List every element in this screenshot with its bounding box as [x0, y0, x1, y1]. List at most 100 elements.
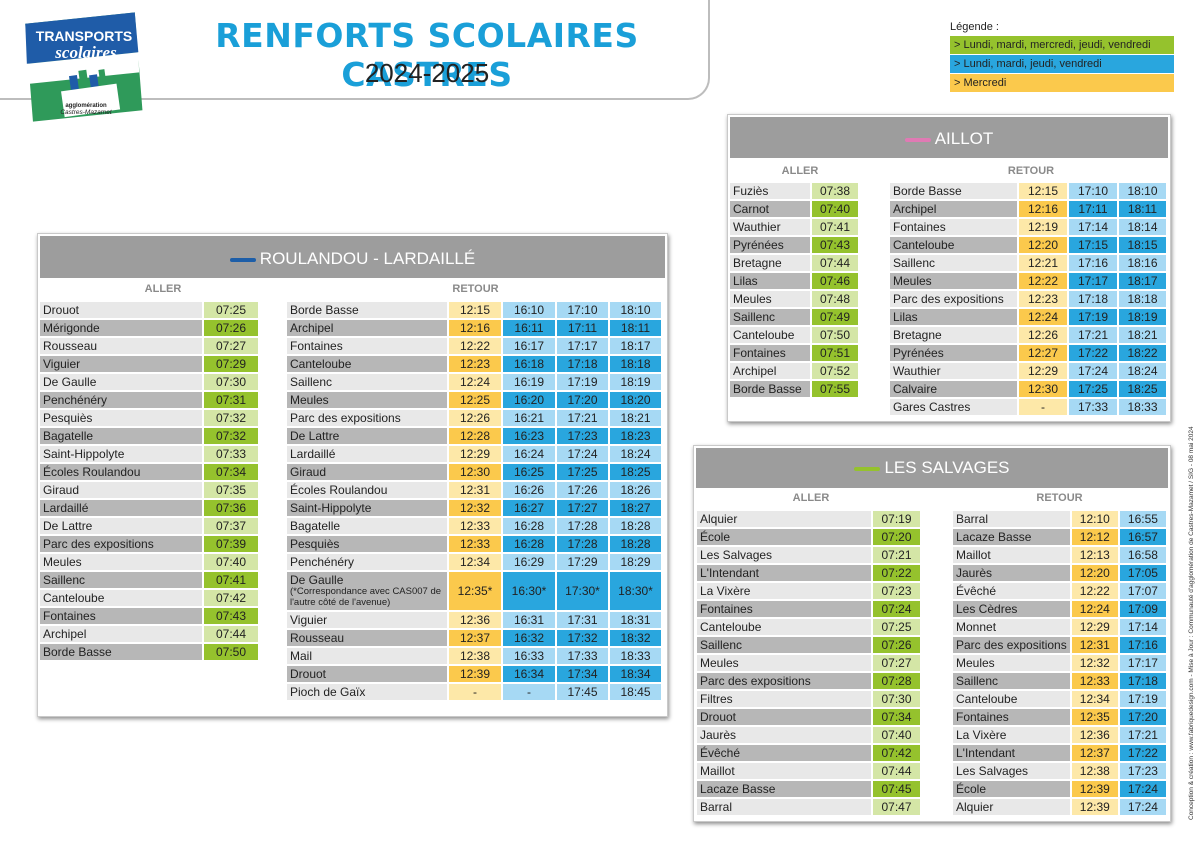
stop-name: Meules: [730, 291, 812, 309]
table-row: Fuziès 07:38: [730, 183, 860, 201]
table-row: Parc des expositions 07:39: [40, 536, 260, 554]
line-color-mark: [904, 137, 931, 142]
time-cell: 17:25: [557, 464, 610, 482]
time-cell: 18:22: [1119, 345, 1168, 363]
table-row: De Gaulle 07:30: [40, 374, 260, 392]
time-cell: -: [503, 684, 557, 702]
time-cell: 12:26: [449, 410, 503, 428]
time-cell: 18:27: [610, 500, 663, 518]
table-row: Viguier 07:29: [40, 356, 260, 374]
table-row: Saint-Hippolyte 12:32 16:27 17:27 18:27: [287, 500, 663, 518]
stop-name: De Gaulle (*Correspondance avec CAS007 de…: [287, 572, 449, 612]
legend-title: Légende :: [950, 21, 999, 33]
table-row: Drouot 12:39 16:34 17:34 18:34: [287, 666, 663, 684]
time-cell: 07:34: [204, 464, 260, 482]
table-row: Canteloube 07:50: [730, 327, 860, 345]
time-cell: 17:11: [1069, 201, 1119, 219]
table-row: Monnet 12:29 17:14: [953, 619, 1168, 637]
time-cell: 07:48: [812, 291, 860, 309]
time-cell: 17:17: [1069, 273, 1119, 291]
stop-name: Écoles Roulandou: [40, 464, 204, 482]
table-row: Maillot 07:44: [697, 763, 922, 781]
time-cell: 18:18: [610, 356, 663, 374]
table-row: De Lattre 12:28 16:23 17:23 18:23: [287, 428, 663, 446]
time-cell: 16:19: [503, 374, 557, 392]
table-row: Fontaines 12:22 16:17 17:17 18:17: [287, 338, 663, 356]
table-row: Parc des expositions 07:28: [697, 673, 922, 691]
salvages-aller-table: Alquier 07:19 École 07:20 Les Salvages 07:21 L…: [697, 511, 922, 817]
stop-name: Archipel: [40, 626, 204, 644]
time-cell: 07:28: [873, 673, 922, 691]
stop-name: Parc des expositions: [953, 637, 1072, 655]
legend-item-all-days: > Lundi, mardi, mercredi, jeudi, vendred…: [950, 36, 1174, 54]
stop-name: Canteloube: [287, 356, 449, 374]
time-cell: 18:34: [610, 666, 663, 684]
time-cell: 07:32: [204, 428, 260, 446]
time-cell: 12:25: [449, 392, 503, 410]
table-row: Lacaze Basse 07:45: [697, 781, 922, 799]
aller-label: ALLER: [144, 283, 182, 295]
table-row: Pyrénées 12:27 17:22 18:22: [890, 345, 1168, 363]
stop-name: Jaurès: [697, 727, 873, 745]
stop-name: Maillot: [697, 763, 873, 781]
time-cell: 07:37: [204, 518, 260, 536]
time-cell: 18:18: [1119, 291, 1168, 309]
time-cell: 12:29: [1071, 619, 1120, 637]
table-row: Meules 07:48: [730, 291, 860, 309]
stop-name: Mérigonde: [40, 320, 204, 338]
stop-name: Monnet: [953, 619, 1072, 637]
logo-line4: Castres-Mazamet: [60, 109, 112, 116]
time-cell: 18:21: [610, 410, 663, 428]
time-cell: 17:21: [1119, 727, 1168, 745]
time-cell: 17:25: [1069, 381, 1119, 399]
time-cell: 12:15: [449, 302, 503, 320]
stop-name: Meules: [40, 554, 204, 572]
stop-name: Saillenc: [890, 255, 1019, 273]
stop-name: Saillenc: [697, 637, 873, 655]
table-row: Penchénéry 12:34 16:29 17:29 18:29: [287, 554, 663, 572]
time-cell: 16:58: [1119, 547, 1168, 565]
table-row: Bagatelle 07:32: [40, 428, 260, 446]
stop-name: Canteloube: [953, 691, 1072, 709]
table-row: Alquier 12:39 17:24: [953, 799, 1168, 817]
time-cell: 07:33: [204, 446, 260, 464]
time-cell: 16:57: [1119, 529, 1168, 547]
time-cell: 18:21: [1119, 327, 1168, 345]
table-row: Wauthier 12:29 17:24 18:24: [890, 363, 1168, 381]
time-cell: 12:37: [449, 630, 503, 648]
time-cell: 17:16: [1119, 637, 1168, 655]
stop-name: Fontaines: [890, 219, 1019, 237]
time-cell: 18:24: [1119, 363, 1168, 381]
stop-name: Évêché: [697, 745, 873, 763]
roulandou-aller-table: Drouot 07:25 Mérigonde 07:26 Rousseau 07:27 Vi…: [40, 302, 260, 662]
table-row: Rousseau 12:37 16:32 17:32 18:32: [287, 630, 663, 648]
time-cell: 07:25: [204, 302, 260, 320]
logo-line1: TRANSPORTS: [36, 28, 132, 44]
table-row: Bagatelle 12:33 16:28 17:28 18:28: [287, 518, 663, 536]
stop-name: Archipel: [287, 320, 449, 338]
time-cell: 17:22: [1119, 745, 1168, 763]
table-row: Canteloube 07:25: [697, 619, 922, 637]
stop-name: Giraud: [40, 482, 204, 500]
stop-name: Borde Basse: [40, 644, 204, 662]
time-cell: 12:39: [1071, 781, 1120, 799]
time-cell: 16:25: [503, 464, 557, 482]
table-row: Meules 12:22 17:17 18:17: [890, 273, 1168, 291]
table-row: Viguier 12:36 16:31 17:31 18:31: [287, 612, 663, 630]
stop-name-text: De Gaulle: [290, 572, 344, 587]
time-cell: 17:11: [557, 320, 610, 338]
time-cell: 07:36: [204, 500, 260, 518]
table-row: L'Intendant 07:22: [697, 565, 922, 583]
time-cell: 12:33: [1071, 673, 1120, 691]
stop-name: Drouot: [40, 302, 204, 320]
retour-label: RETOUR: [452, 283, 499, 295]
stop-name: Meules: [890, 273, 1019, 291]
logo-line2: scolaires: [54, 43, 117, 62]
time-cell: 18:20: [610, 392, 663, 410]
table-row: Fontaines 12:35 17:20: [953, 709, 1168, 727]
stop-name: Maillot: [953, 547, 1072, 565]
time-cell: 17:14: [1069, 219, 1119, 237]
stop-name: Pesquiès: [287, 536, 449, 554]
table-row: Pesquiès 07:32: [40, 410, 260, 428]
time-cell: 17:18: [1119, 673, 1168, 691]
